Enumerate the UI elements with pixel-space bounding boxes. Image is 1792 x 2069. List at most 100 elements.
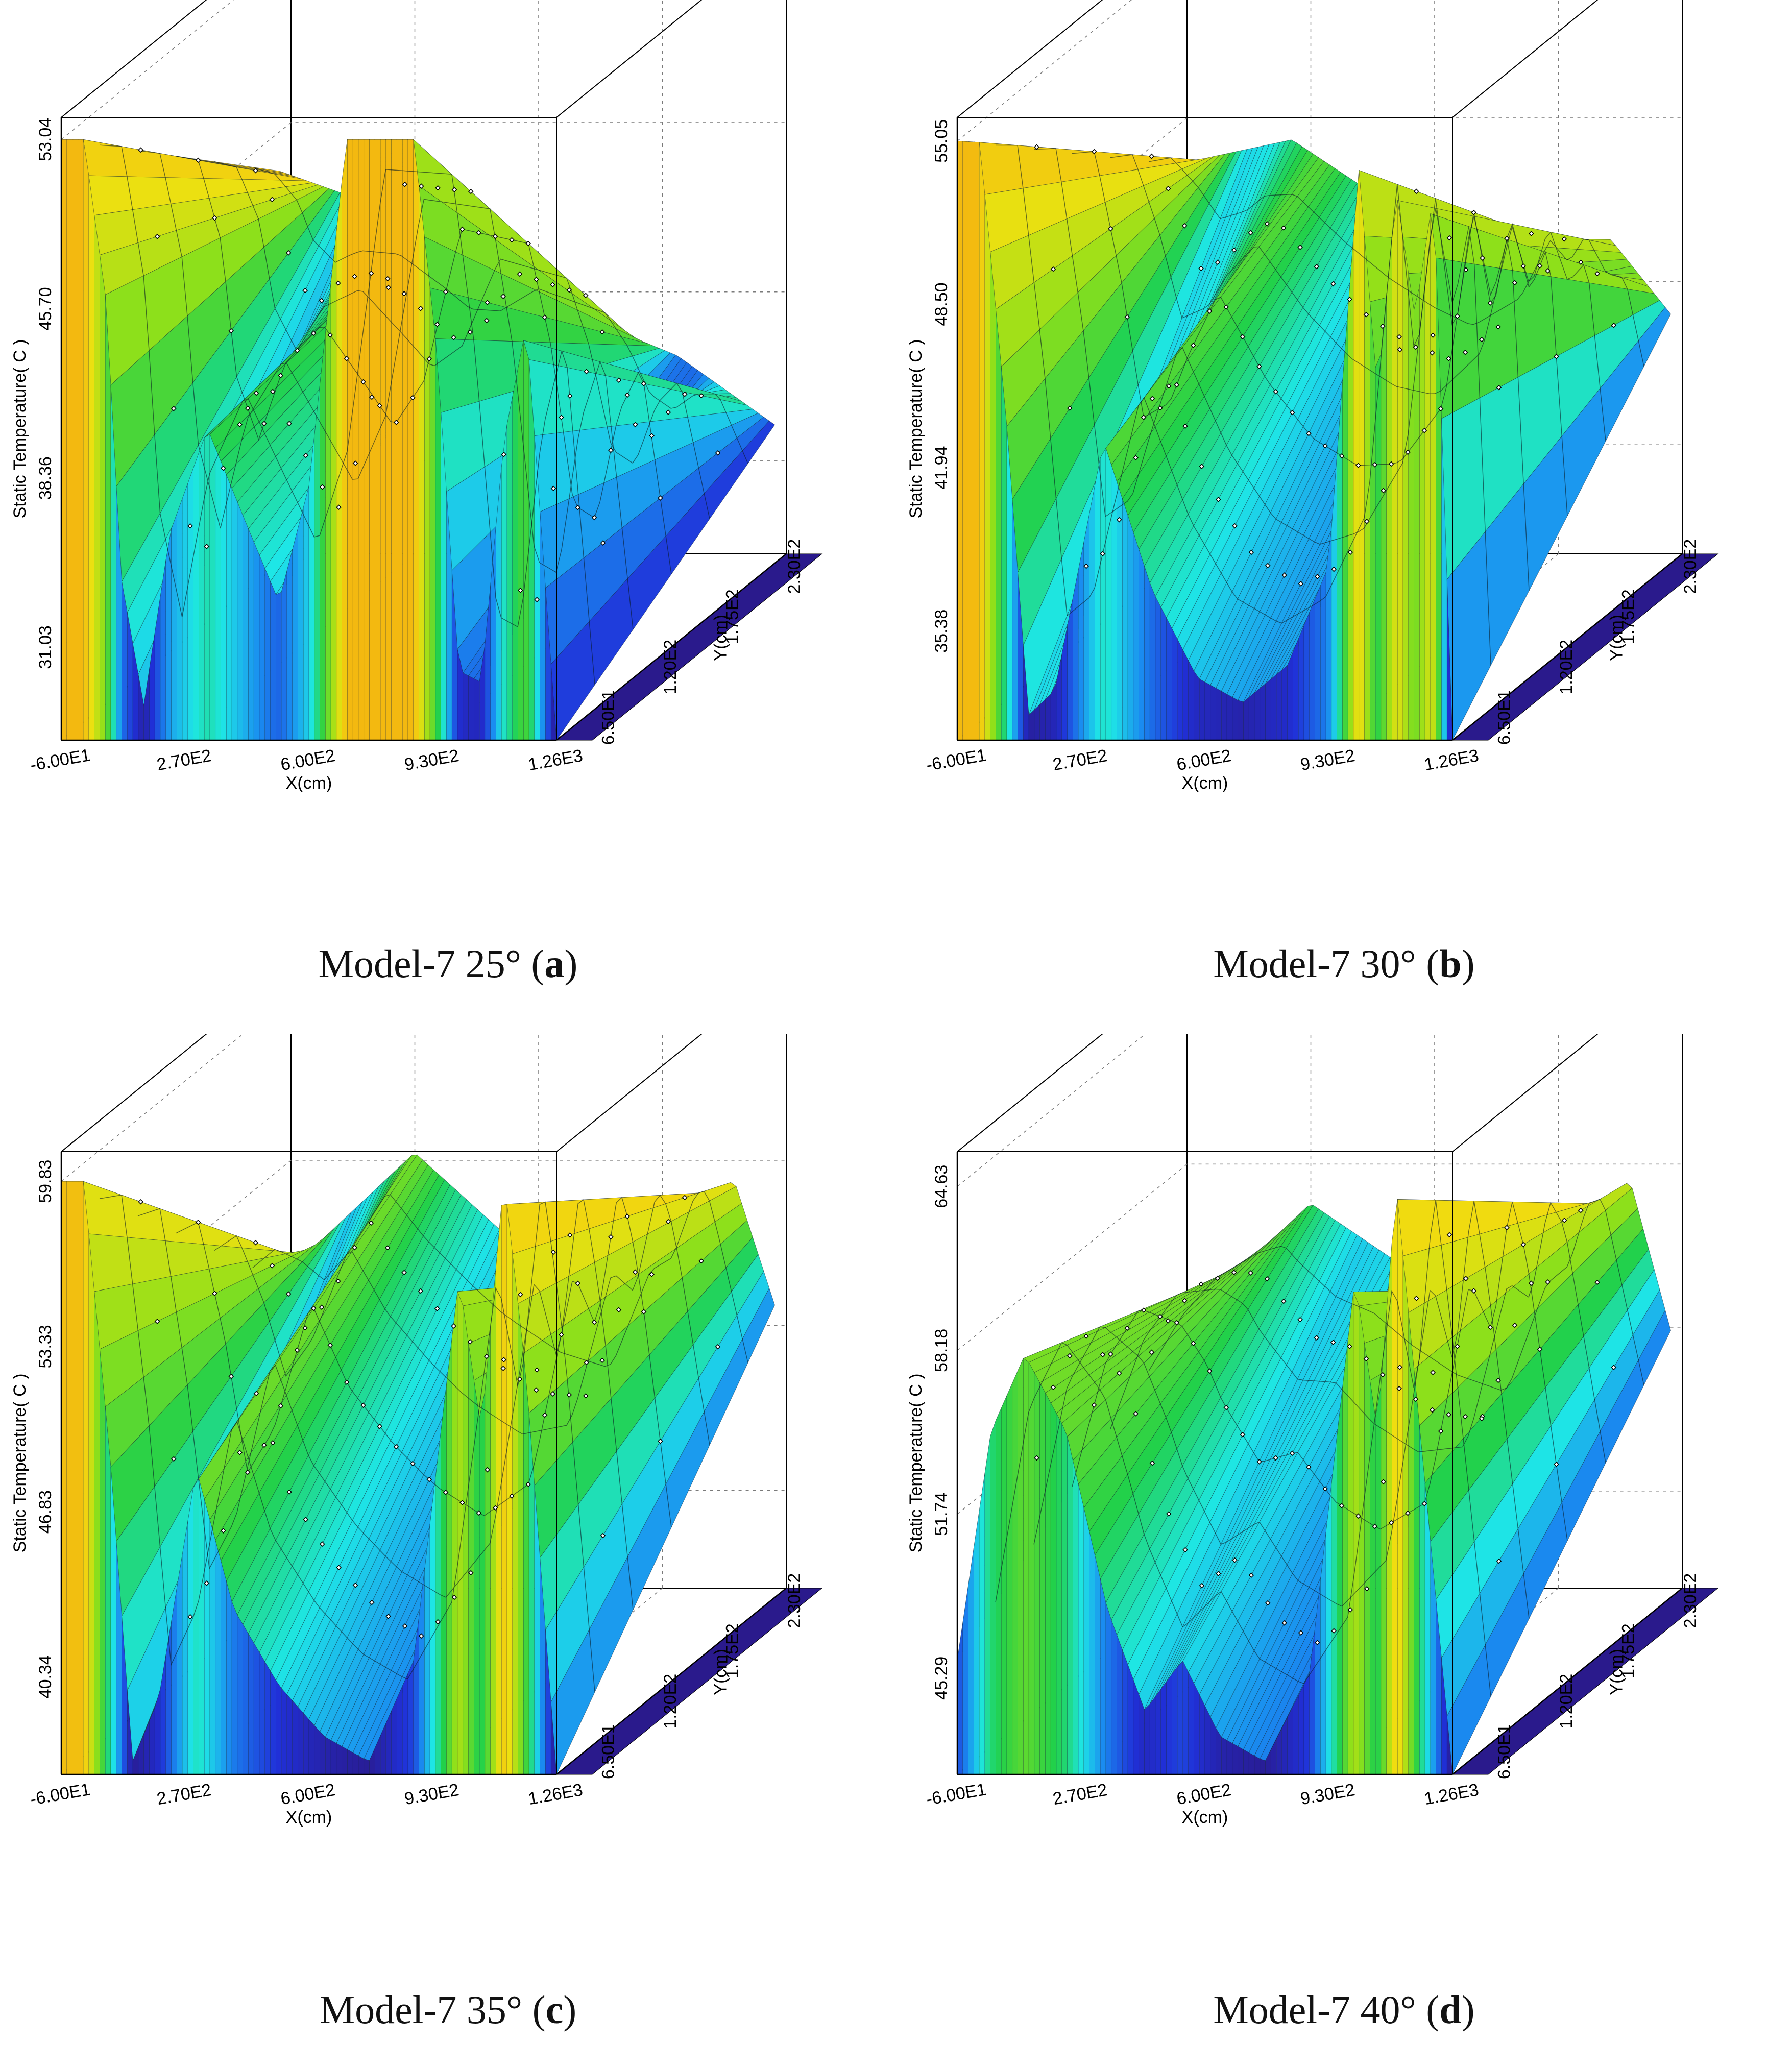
data-marker-b — [1181, 223, 1188, 229]
surface-front-a — [61, 139, 67, 741]
surface-front-b — [1039, 699, 1046, 741]
front-axes-b: -6.00E1 2.70E2 6.00E2 9.30E2 1.26E3 X(cm) 6.50… — [906, 0, 1700, 793]
markers-b — [1034, 144, 1617, 587]
data-marker-c — [435, 1619, 441, 1625]
data-marker-a — [550, 485, 556, 492]
surface-front-b — [1144, 566, 1150, 741]
data-marker-b — [1487, 300, 1493, 306]
data-marker-a — [138, 147, 143, 153]
data-marker-c — [451, 1594, 457, 1600]
data-marker-d — [1223, 1404, 1229, 1410]
z-tick-label-c: 53.33 — [36, 1325, 55, 1368]
surface-front-a — [66, 139, 72, 741]
data-marker-d — [1462, 1414, 1468, 1420]
surface-front-c — [182, 1521, 188, 1775]
y-tick-label-c: 1.20E2 — [661, 1674, 680, 1729]
data-marker-d — [1388, 1520, 1394, 1526]
data-marker-b — [1455, 313, 1460, 319]
surface-front-c — [402, 1673, 408, 1775]
grid-line-z-c — [61, 1160, 786, 1347]
data-marker-a — [434, 322, 440, 327]
surface-front-a — [100, 255, 106, 741]
data-marker-c — [384, 1245, 391, 1251]
surface-front-c — [215, 1540, 221, 1775]
data-marker-d — [1265, 1600, 1271, 1606]
data-marker-a — [269, 197, 275, 203]
data-marker-b — [1438, 406, 1444, 412]
surface-front-a — [264, 568, 271, 741]
surface-front-a — [364, 139, 370, 741]
right-top-edge-c — [556, 1034, 703, 1152]
data-marker-c — [632, 1269, 638, 1275]
x-tick-label-a: 2.70E2 — [155, 746, 213, 774]
z-tick-label-a: 45.70 — [36, 287, 55, 330]
surface-front-b — [962, 141, 968, 741]
surface-front-b — [1028, 709, 1035, 741]
data-marker-d — [1512, 1322, 1518, 1328]
data-marker-d — [1554, 1461, 1559, 1467]
data-marker-c — [418, 1633, 424, 1639]
data-marker-b — [1381, 488, 1386, 494]
surface-front-a — [171, 514, 177, 741]
data-marker-c — [369, 1599, 375, 1605]
surface-front-c — [237, 1614, 243, 1775]
surface-front-a — [253, 542, 260, 741]
surface-front-b — [1172, 628, 1178, 741]
surface-front-a — [375, 139, 381, 741]
surface-front-d — [1298, 1684, 1304, 1775]
surface-front-a — [391, 139, 397, 741]
data-marker-a — [584, 369, 589, 375]
surface-front-b — [1073, 570, 1079, 741]
data-marker-b — [1280, 225, 1287, 231]
surface-front-d — [957, 1622, 963, 1775]
data-marker-d — [1298, 1630, 1304, 1636]
data-marker-c — [269, 1263, 275, 1269]
surface-front-b — [1281, 665, 1288, 741]
surface-front-a — [187, 468, 193, 741]
surface-a — [61, 139, 776, 741]
data-marker-b — [1347, 296, 1352, 302]
data-marker-a — [352, 274, 357, 279]
surface-front-c — [276, 1679, 282, 1775]
z-axis-label-b: Static Temperature( C ) — [906, 339, 926, 519]
caption-c-suffix: ) — [563, 1987, 577, 2032]
caption-c-prefix: Model-7 35° ( — [319, 1987, 546, 2032]
data-marker-b — [1157, 405, 1163, 411]
surface-front-c — [177, 1554, 183, 1775]
data-marker-d — [1273, 1455, 1279, 1461]
data-marker-a — [591, 515, 597, 521]
data-marker-b — [1232, 523, 1238, 529]
data-marker-b — [1322, 443, 1328, 449]
markers-a — [138, 147, 721, 602]
surface-front-d — [1061, 1423, 1068, 1775]
data-marker-b — [1034, 144, 1039, 150]
surface-front-d — [1419, 1426, 1425, 1775]
surface-front-a — [407, 139, 414, 741]
data-marker-a — [426, 356, 432, 362]
chart-a: -6.00E1 2.70E2 6.00E2 9.30E2 1.26E3 X(cm) 6.50… — [10, 0, 823, 793]
panel-b: -6.00E1 2.70E2 6.00E2 9.30E2 1.26E3 X(cm) 6.50… — [896, 0, 1792, 1034]
surface-front-b — [1414, 286, 1420, 741]
data-marker-c — [599, 1357, 605, 1364]
data-marker-a — [435, 185, 441, 191]
surface-front-d — [1073, 1460, 1079, 1775]
surface-front-d — [1226, 1740, 1233, 1775]
data-marker-d — [1496, 1558, 1502, 1564]
surface-front-c — [397, 1686, 403, 1775]
surface-front-b — [1133, 532, 1139, 741]
data-marker-d — [1347, 1607, 1353, 1613]
data-marker-a — [410, 395, 416, 401]
surface-front-a — [413, 139, 419, 741]
surface-front-a — [320, 333, 326, 741]
data-marker-d — [1306, 1464, 1312, 1470]
surface-front-d — [1303, 1673, 1310, 1775]
surface-front-a — [177, 498, 183, 741]
surface-front-d — [1325, 1484, 1332, 1775]
surface-front-b — [1271, 674, 1277, 741]
surface-front-c — [501, 1204, 507, 1775]
surface-front-b — [1265, 678, 1271, 741]
surface-front-c — [105, 1406, 111, 1775]
data-marker-b — [1248, 230, 1253, 236]
markers-d — [1034, 1207, 1617, 1646]
surface-front-d — [1172, 1666, 1178, 1775]
